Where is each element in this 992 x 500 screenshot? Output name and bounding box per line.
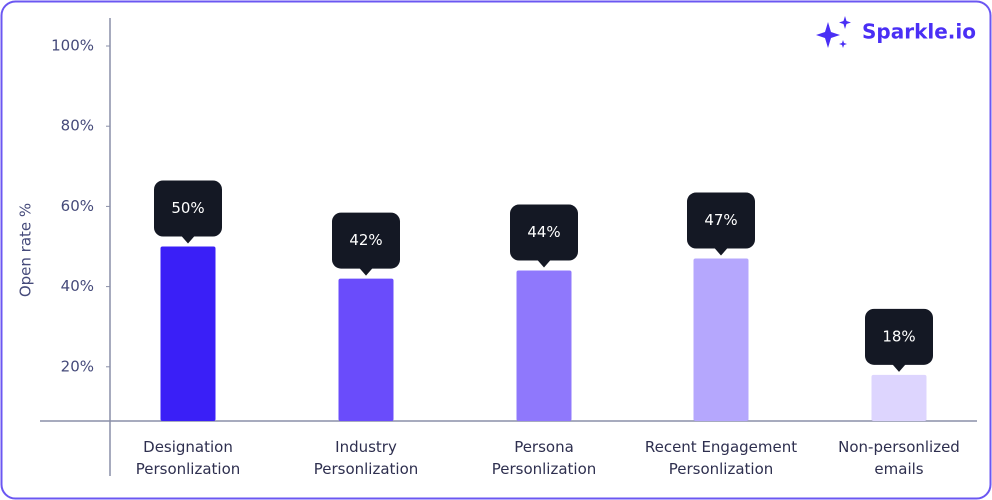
x-tick-label: Recent Engagement Personlization (644, 438, 798, 478)
value-tooltip (510, 204, 578, 261)
y-tick-label: 100% (51, 37, 94, 55)
value-tooltip (865, 308, 933, 365)
value-label: 42% (349, 231, 382, 249)
value-label: 47% (704, 211, 737, 229)
tooltip-pointer (181, 235, 195, 244)
y-tick-label: 40% (61, 277, 94, 295)
bar (693, 258, 749, 421)
value-label: 44% (527, 223, 560, 241)
y-tick-label: 20% (61, 357, 94, 375)
value-tooltip (154, 180, 222, 237)
y-tick-label: 60% (61, 197, 94, 215)
bar (516, 270, 572, 421)
bar (160, 246, 216, 421)
value-tooltip (687, 192, 755, 249)
tooltip-pointer (714, 247, 728, 256)
value-label: 50% (171, 199, 204, 217)
x-tick-label: Non-personlized emails (838, 438, 960, 478)
x-tick-label: Industry Personlization (313, 438, 419, 478)
x-tick-label: Persona Personlization (491, 438, 597, 478)
logo (816, 16, 851, 48)
bar (338, 278, 394, 421)
x-tick-label: Designation Personlization (135, 438, 241, 478)
value-tooltip (332, 212, 400, 269)
brand: Sparkle.io (862, 20, 976, 44)
tooltip-pointer (359, 267, 373, 276)
y-tick-label: 80% (61, 117, 94, 135)
y-axis-title: Open rate % (17, 203, 35, 297)
bar (871, 374, 927, 421)
tooltip-pointer (892, 363, 906, 372)
value-label: 18% (882, 327, 915, 345)
tooltip-pointer (537, 259, 551, 268)
